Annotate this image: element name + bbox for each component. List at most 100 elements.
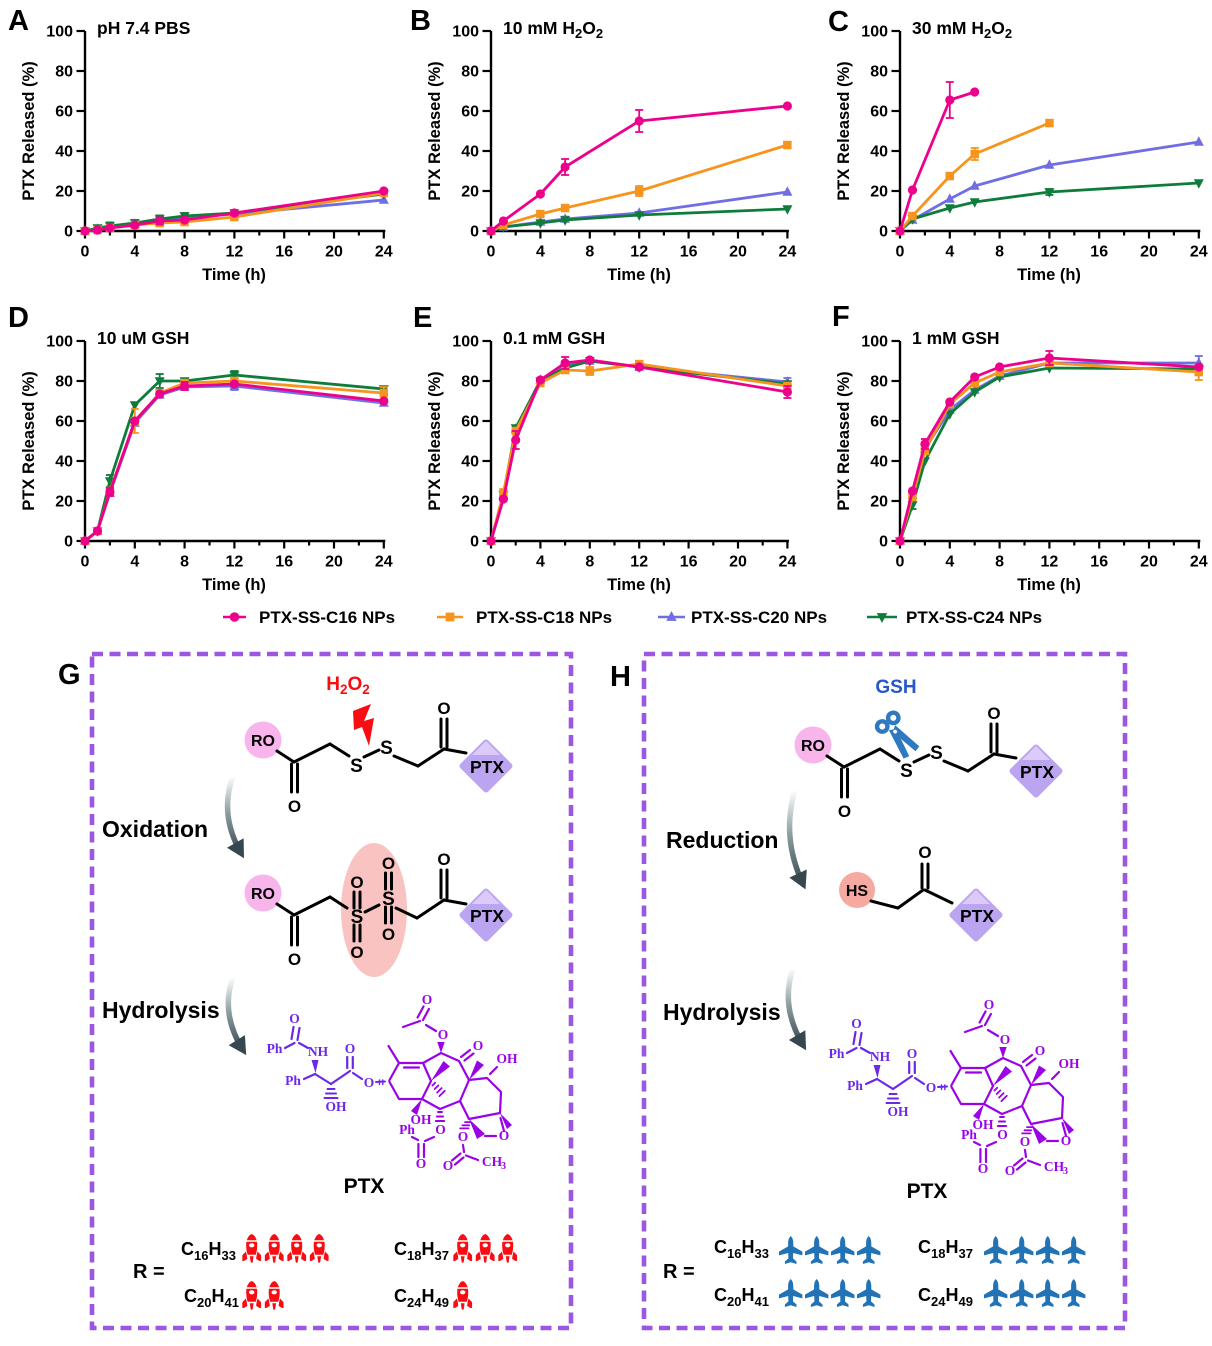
svg-text:16: 16 — [1090, 554, 1108, 571]
svg-text:OH: OH — [410, 1112, 432, 1127]
svg-text:80: 80 — [55, 374, 73, 391]
svg-text:40: 40 — [870, 144, 888, 161]
svg-text:80: 80 — [55, 64, 73, 81]
svg-text:O: O — [422, 992, 433, 1007]
svg-text:Ph: Ph — [961, 1127, 977, 1142]
svg-text:40: 40 — [55, 144, 73, 161]
svg-text:O: O — [1000, 1032, 1011, 1047]
svg-text:S: S — [900, 761, 913, 782]
svg-text:O: O — [1020, 1134, 1031, 1149]
svg-text:8: 8 — [995, 244, 1004, 261]
svg-text:24: 24 — [779, 554, 797, 571]
svg-text:4: 4 — [945, 554, 954, 571]
svg-text:CH: CH — [1044, 1159, 1065, 1174]
svg-text:Ph: Ph — [399, 1122, 415, 1137]
svg-text:O: O — [987, 704, 1000, 723]
svg-text:H2O2: H2O2 — [326, 674, 370, 697]
svg-text:RO: RO — [801, 738, 825, 755]
svg-text:PTX Released (%): PTX Released (%) — [835, 61, 853, 200]
svg-text:B: B — [410, 5, 431, 37]
svg-text:O: O — [997, 1127, 1008, 1142]
svg-text:0: 0 — [896, 244, 905, 261]
svg-text:80: 80 — [870, 374, 888, 391]
svg-text:100: 100 — [46, 334, 73, 351]
svg-text:3: 3 — [1063, 1166, 1068, 1177]
svg-text:PTX Released (%): PTX Released (%) — [20, 61, 38, 200]
svg-text:O: O — [382, 925, 395, 944]
svg-text:4: 4 — [130, 554, 139, 571]
svg-text:O: O — [918, 843, 931, 862]
svg-text:D: D — [8, 302, 29, 334]
svg-text:R =: R = — [133, 1261, 165, 1283]
svg-text:O: O — [437, 699, 450, 718]
svg-text:60: 60 — [461, 414, 479, 431]
svg-text:80: 80 — [461, 374, 479, 391]
svg-text:O: O — [443, 1158, 454, 1173]
svg-text:3: 3 — [501, 1161, 506, 1172]
svg-text:24: 24 — [1190, 554, 1208, 571]
svg-text:PTX: PTX — [960, 906, 994, 926]
svg-text:16: 16 — [680, 554, 698, 571]
svg-text:16: 16 — [680, 244, 698, 261]
svg-text:O: O — [1061, 1133, 1072, 1148]
svg-text:O: O — [438, 1027, 449, 1042]
svg-text:1 mM GSH: 1 mM GSH — [912, 328, 1000, 348]
svg-text:20: 20 — [461, 494, 479, 511]
svg-text:O: O — [350, 943, 363, 962]
svg-text:O: O — [364, 1075, 375, 1090]
svg-text:24: 24 — [779, 244, 797, 261]
svg-text:0: 0 — [879, 224, 888, 241]
svg-text:8: 8 — [180, 554, 189, 571]
svg-text:PTX Released (%): PTX Released (%) — [426, 61, 444, 200]
svg-text:O: O — [499, 1128, 510, 1143]
svg-text:O: O — [416, 1156, 427, 1171]
svg-text:O: O — [1035, 1043, 1046, 1058]
svg-text:NH: NH — [870, 1049, 891, 1064]
svg-text:R =: R = — [663, 1261, 695, 1283]
svg-text:RO: RO — [251, 733, 275, 750]
svg-text:100: 100 — [861, 334, 888, 351]
svg-text:0.1 mM GSH: 0.1 mM GSH — [503, 328, 605, 348]
svg-text:24: 24 — [375, 244, 393, 261]
svg-text:0: 0 — [64, 224, 73, 241]
svg-text:PTX-SS-C20 NPs: PTX-SS-C20 NPs — [691, 608, 827, 627]
svg-text:O: O — [926, 1080, 937, 1095]
svg-text:O: O — [288, 950, 301, 969]
svg-text:0: 0 — [896, 554, 905, 571]
svg-text:60: 60 — [461, 104, 479, 121]
svg-text:PTX: PTX — [344, 1175, 385, 1198]
svg-text:16: 16 — [275, 554, 293, 571]
svg-text:O: O — [288, 797, 301, 816]
svg-text:O: O — [978, 1161, 989, 1176]
svg-text:60: 60 — [55, 414, 73, 431]
svg-text:OH: OH — [1058, 1056, 1080, 1071]
svg-text:40: 40 — [55, 454, 73, 471]
svg-text:8: 8 — [995, 554, 1004, 571]
svg-text:PTX-SS-C16 NPs: PTX-SS-C16 NPs — [259, 608, 395, 627]
svg-text:12: 12 — [226, 244, 244, 261]
svg-text:Hydrolysis: Hydrolysis — [663, 999, 781, 1025]
svg-text:Time (h): Time (h) — [202, 266, 266, 284]
svg-text:Ph: Ph — [829, 1046, 845, 1061]
svg-text:60: 60 — [55, 104, 73, 121]
svg-text:C: C — [828, 6, 849, 38]
svg-text:12: 12 — [226, 554, 244, 571]
svg-text:PTX Released (%): PTX Released (%) — [426, 371, 444, 510]
svg-text:0: 0 — [487, 554, 496, 571]
svg-text:O: O — [382, 854, 395, 873]
svg-text:30 mM H2O2: 30 mM H2O2 — [912, 18, 1012, 41]
svg-text:16: 16 — [1090, 244, 1108, 261]
svg-text:OH: OH — [887, 1104, 909, 1119]
svg-text:O: O — [851, 1016, 862, 1031]
svg-text:80: 80 — [461, 64, 479, 81]
svg-text:A: A — [8, 5, 29, 37]
svg-text:OH: OH — [496, 1051, 518, 1066]
svg-text:O: O — [437, 850, 450, 869]
svg-text:12: 12 — [1041, 554, 1059, 571]
svg-text:20: 20 — [729, 554, 747, 571]
svg-text:0: 0 — [470, 224, 479, 241]
svg-text:OH: OH — [325, 1099, 347, 1114]
svg-text:S: S — [380, 738, 393, 759]
svg-text:GSH: GSH — [875, 677, 916, 698]
svg-text:pH 7.4 PBS: pH 7.4 PBS — [97, 18, 190, 38]
